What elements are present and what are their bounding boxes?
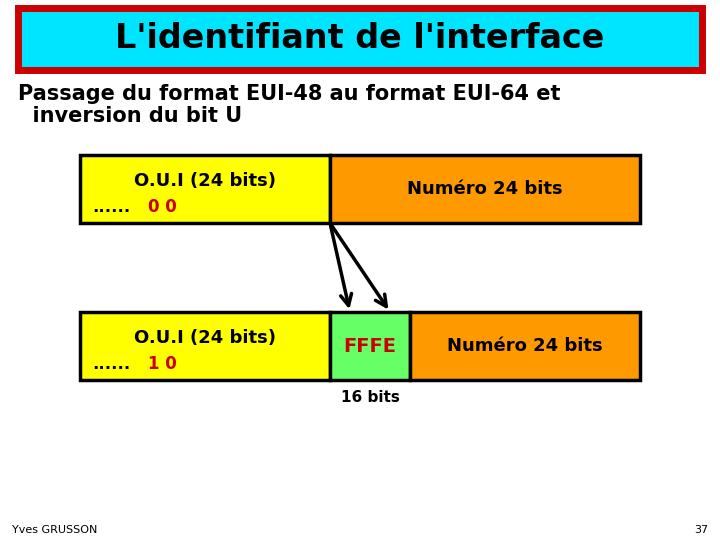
Bar — [80, 155, 330, 223]
Text: Numéro 24 bits: Numéro 24 bits — [447, 337, 603, 355]
Text: ......: ...... — [92, 198, 130, 215]
Text: O.U.I (24 bits): O.U.I (24 bits) — [134, 329, 276, 347]
Text: ......: ...... — [92, 355, 130, 373]
Text: 16 bits: 16 bits — [341, 390, 400, 406]
Bar — [330, 312, 410, 380]
Bar — [18, 8, 702, 70]
Text: Yves GRUSSON: Yves GRUSSON — [12, 525, 97, 535]
Text: L'identifiant de l'interface: L'identifiant de l'interface — [115, 23, 605, 56]
Text: FFFE: FFFE — [343, 336, 397, 355]
Text: 1 0: 1 0 — [148, 355, 176, 373]
Bar — [410, 312, 640, 380]
Text: 0 0: 0 0 — [148, 198, 176, 215]
Text: Passage du format EUI-48 au format EUI-64 et: Passage du format EUI-48 au format EUI-6… — [18, 84, 560, 104]
Bar — [80, 312, 330, 380]
Text: O.U.I (24 bits): O.U.I (24 bits) — [134, 172, 276, 190]
Text: 37: 37 — [694, 525, 708, 535]
Text: inversion du bit U: inversion du bit U — [18, 106, 242, 126]
Bar — [330, 155, 640, 223]
Text: Numéro 24 bits: Numéro 24 bits — [408, 180, 563, 198]
